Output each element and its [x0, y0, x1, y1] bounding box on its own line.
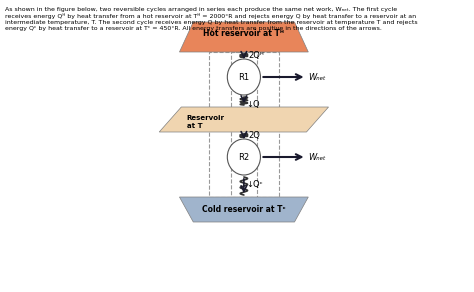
- Text: R2: R2: [238, 152, 249, 161]
- Polygon shape: [180, 22, 308, 52]
- Text: Wₙₑₜ: Wₙₑₜ: [308, 152, 326, 161]
- Text: 2Qᴴ: 2Qᴴ: [248, 51, 264, 60]
- Text: Reservoir: Reservoir: [187, 114, 225, 121]
- Text: R1: R1: [238, 72, 249, 81]
- Text: Wₙₑₜ: Wₙₑₜ: [308, 72, 326, 81]
- Text: 2Q: 2Q: [248, 131, 260, 140]
- Text: Cold reservoir at Tᶜ: Cold reservoir at Tᶜ: [202, 205, 286, 214]
- Text: ↓Q: ↓Q: [246, 100, 260, 109]
- Text: at T: at T: [187, 124, 202, 129]
- Circle shape: [228, 139, 260, 175]
- Text: ↓Qᶜ: ↓Qᶜ: [246, 180, 263, 189]
- Polygon shape: [180, 197, 308, 222]
- Text: Hot reservoir at Tᴴ: Hot reservoir at Tᴴ: [203, 29, 284, 37]
- Polygon shape: [159, 107, 328, 132]
- Circle shape: [228, 59, 260, 95]
- Text: As shown in the figure below, two reversible cycles arranged in series each prod: As shown in the figure below, two revers…: [5, 7, 417, 31]
